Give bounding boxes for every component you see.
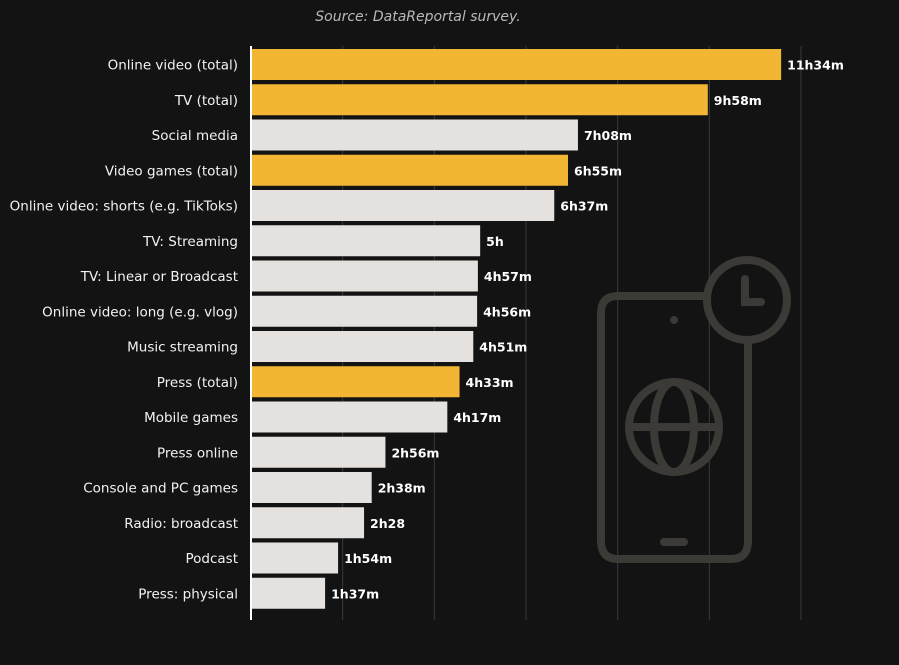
value-label-6: 4h57m (484, 269, 532, 284)
value-label-5: 5h (486, 234, 504, 249)
category-label-7: Online video: long (e.g. vlog) (42, 304, 238, 320)
bar-13 (252, 507, 365, 539)
phone-globe-clock-icon (597, 256, 791, 563)
bar-6 (252, 260, 478, 292)
category-label-8: Music streaming (127, 340, 238, 356)
labels: Online video (total) 11h34m TV (total) 9h58… (10, 58, 844, 603)
category-label-12: Console and PC games (83, 481, 238, 497)
category-label-11: Press online (157, 445, 238, 461)
value-label-13: 2h28 (370, 516, 405, 531)
category-label-5: TV: Streaming (142, 234, 238, 250)
value-label-9: 4h33m (466, 375, 514, 390)
bar-7 (252, 295, 478, 327)
category-label-10: Mobile games (144, 410, 238, 426)
value-label-3: 6h55m (574, 163, 622, 178)
category-label-0: Online video (total) (108, 58, 238, 74)
bar-15 (252, 577, 326, 609)
category-label-1: TV (total) (174, 93, 238, 109)
source-note: Source: DataReportal survey. (315, 9, 520, 25)
bar-2 (252, 119, 578, 151)
bar-9 (252, 366, 460, 398)
value-label-7: 4h56m (483, 304, 531, 319)
bar-14 (252, 542, 339, 574)
bar-10 (252, 401, 448, 433)
bar-8 (252, 331, 474, 362)
value-label-15: 1h37m (331, 586, 379, 601)
bar-11 (252, 436, 386, 468)
category-label-9: Press (total) (157, 375, 238, 391)
category-label-15: Press: physical (138, 586, 238, 602)
value-label-10: 4h17m (453, 410, 501, 425)
category-label-3: Video games (total) (105, 163, 238, 179)
category-label-4: Online video: shorts (e.g. TikToks) (10, 199, 238, 215)
value-label-12: 2h38m (378, 481, 426, 496)
bar-0 (252, 49, 782, 80)
bar-12 (252, 472, 372, 503)
category-label-13: Radio: broadcast (124, 516, 238, 532)
value-label-4: 6h37m (560, 199, 608, 214)
bars (252, 49, 782, 609)
bar-3 (252, 154, 569, 186)
bar-1 (252, 84, 708, 116)
category-label-2: Social media (152, 128, 238, 144)
value-label-8: 4h51m (479, 340, 527, 355)
bar-4 (252, 190, 555, 221)
value-label-2: 7h08m (584, 128, 632, 143)
category-label-6: TV: Linear or Broadcast (80, 269, 238, 285)
bar-5 (252, 225, 481, 257)
value-label-11: 2h56m (391, 445, 439, 460)
value-label-0: 11h34m (787, 58, 844, 73)
category-label-14: Podcast (185, 551, 238, 567)
value-label-14: 1h54m (344, 551, 392, 566)
value-label-1: 9h58m (714, 93, 762, 108)
